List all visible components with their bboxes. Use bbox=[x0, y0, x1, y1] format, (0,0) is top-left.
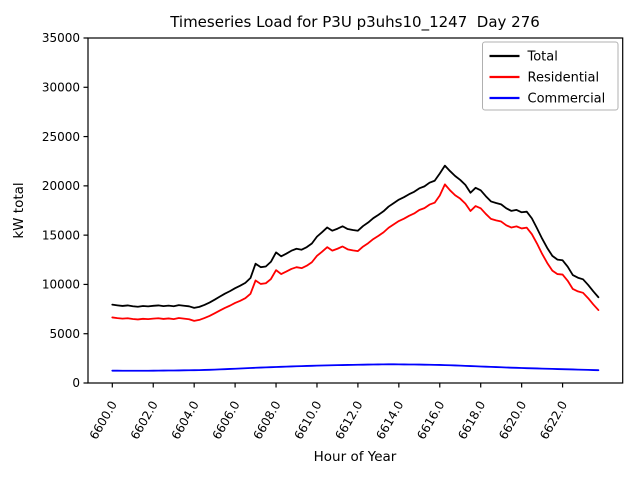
x-tick-label: 6604.0 bbox=[169, 399, 202, 442]
y-tick-label: 25000 bbox=[42, 130, 80, 144]
x-tick-label: 6608.0 bbox=[251, 399, 284, 442]
chart-title: Timeseries Load for P3U p3uhs10_1247 Day… bbox=[169, 13, 540, 32]
x-axis-label: Hour of Year bbox=[314, 449, 397, 465]
y-axis-label: kW total bbox=[11, 182, 27, 238]
x-tick-label: 6618.0 bbox=[455, 399, 488, 442]
series-line-residential bbox=[111, 183, 600, 322]
y-tick-label: 30000 bbox=[42, 80, 80, 94]
legend-label-residential: Residential bbox=[528, 71, 600, 86]
legend: Total Residential Commercial bbox=[482, 41, 619, 111]
series-line-commercial bbox=[111, 363, 600, 372]
y-tick-label: 10000 bbox=[42, 278, 80, 292]
x-tick-label: 6600.0 bbox=[87, 399, 120, 442]
legend-label-commercial: Commercial bbox=[528, 92, 606, 107]
legend-label-total: Total bbox=[527, 50, 558, 65]
plot-area bbox=[111, 164, 600, 372]
series-line-total bbox=[111, 164, 600, 309]
axes-frame bbox=[87, 37, 624, 384]
y-tick-label: 20000 bbox=[42, 179, 80, 193]
y-tick-label: 0 bbox=[72, 376, 80, 390]
x-tick-label: 6620.0 bbox=[496, 399, 529, 442]
x-tick-label: 6614.0 bbox=[373, 399, 406, 442]
x-tick-label: 6612.0 bbox=[332, 399, 365, 442]
x-tick-label: 6610.0 bbox=[291, 399, 324, 442]
y-tick-label: 5000 bbox=[49, 327, 80, 341]
y-tick-label: 35000 bbox=[42, 31, 80, 45]
x-tick-label: 6616.0 bbox=[414, 399, 447, 442]
x-tick-label: 6622.0 bbox=[537, 399, 570, 442]
x-tick-label: 6606.0 bbox=[210, 399, 243, 442]
y-tick-label: 15000 bbox=[42, 228, 80, 242]
legend-box bbox=[482, 41, 619, 111]
x-tick-label: 6602.0 bbox=[128, 399, 161, 442]
